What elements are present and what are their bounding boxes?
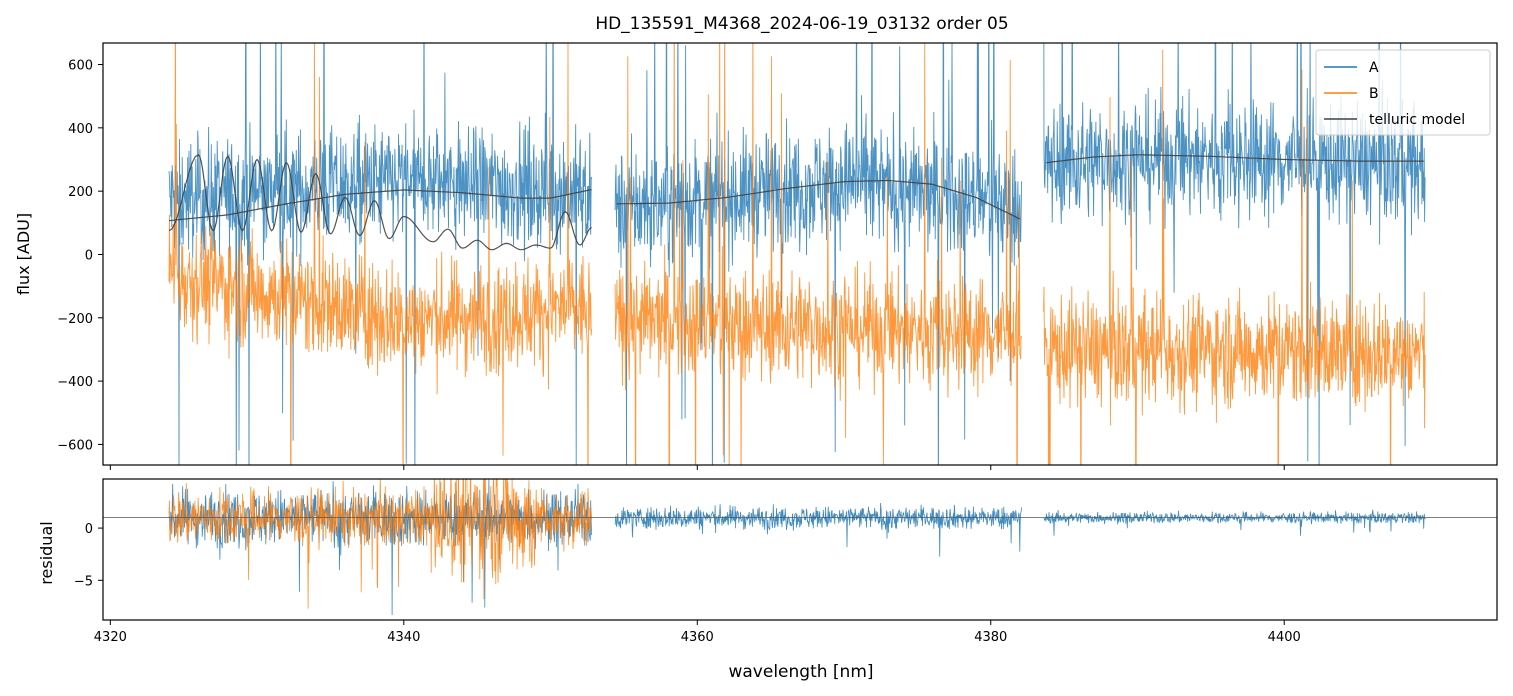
top-axes-frame	[102, 42, 1498, 466]
bottom-y-tick-label: −5	[74, 574, 93, 589]
bottom-y-axis-label: residual	[37, 521, 56, 584]
residual-b-segment-1	[168, 479, 592, 609]
bottom-axes-frame	[102, 478, 1498, 621]
series-a-line-segment-1	[168, 43, 593, 465]
top-y-tick-label: −200	[57, 312, 93, 327]
residual-a-segment-1	[168, 479, 592, 616]
series-b-line-segment-2	[614, 43, 1023, 465]
bottom-x-tick-label: 4380	[974, 630, 1007, 645]
bottom-x-tick-label: 4400	[1268, 630, 1301, 645]
series-b-line-segment-3	[1043, 49, 1426, 465]
top-y-tick-label: −400	[57, 375, 93, 390]
residual-a-segment-2	[614, 502, 1022, 557]
telluric-model-line-2	[616, 179, 1021, 220]
bottom-y-ticks: −5 0	[74, 522, 103, 589]
bottom-plot-area	[103, 479, 1497, 616]
bottom-x-tick-label: 4340	[387, 630, 420, 645]
bottom-x-ticks: 4320 4340 4360 4380 4400	[94, 620, 1301, 645]
top-panel: −600 −400 −200 0 200 400 600 flux [ADU] A B te…	[14, 42, 1498, 470]
top-y-tick-label: 0	[85, 248, 93, 263]
top-y-axis-label: flux [ADU]	[14, 213, 33, 295]
residual-a-segment-3	[1043, 509, 1426, 536]
chart-title: HD_135591_M4368_2024-06-19_03132 order 0…	[595, 14, 1008, 34]
top-y-tick-label: 400	[68, 122, 93, 137]
series-b-line-segment-1	[168, 43, 593, 465]
legend-label-a: A	[1369, 60, 1379, 76]
bottom-panel: −5 0 4320 4340 4360 4380 4400 residual wavele…	[37, 478, 1498, 682]
bottom-y-tick-label: 0	[85, 522, 93, 537]
top-y-tick-label: −600	[57, 438, 93, 453]
top-y-tick-label: 600	[68, 59, 93, 74]
x-axis-label: wavelength [nm]	[728, 662, 873, 682]
telluric-model-line-3	[1046, 154, 1424, 164]
legend-label-b: B	[1369, 86, 1379, 102]
top-y-tick-label: 200	[68, 185, 93, 200]
legend: A B telluric model	[1315, 49, 1491, 136]
bottom-x-tick-label: 4360	[681, 630, 714, 645]
legend-label-telluric: telluric model	[1369, 112, 1465, 128]
telluric-model-line-1	[168, 189, 592, 222]
series-a-line-segment-3	[1043, 43, 1426, 465]
top-plot-area	[168, 43, 1426, 465]
top-x-ticks	[109, 465, 1285, 470]
top-y-ticks: −600 −400 −200 0 200 400 600	[57, 59, 103, 453]
bottom-x-tick-label: 4320	[94, 630, 127, 645]
telluric-model-oscillating-line	[168, 154, 592, 251]
legend-box	[1315, 49, 1491, 136]
